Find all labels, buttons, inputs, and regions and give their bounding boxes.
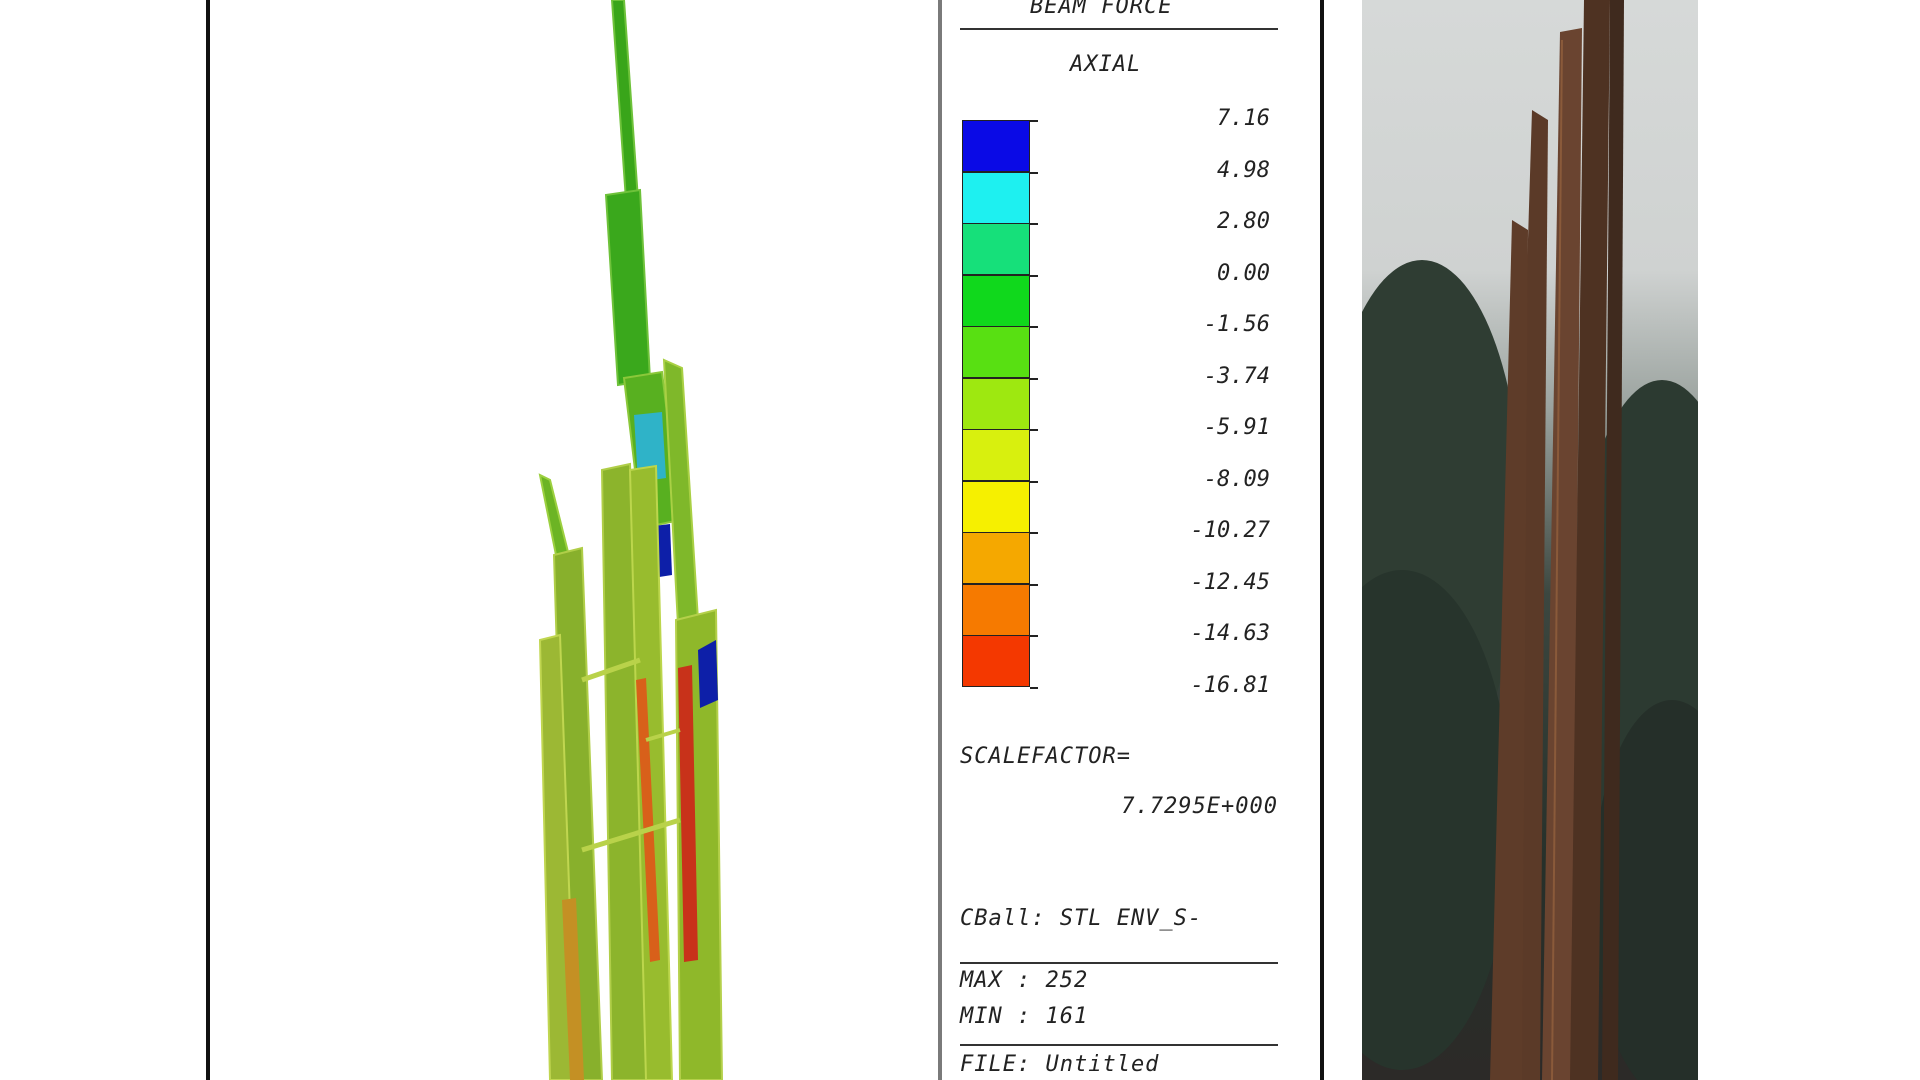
legend-band [962,532,1030,584]
beam-member [628,464,674,1080]
legend-tick [1030,274,1038,277]
tree-foliage [1362,570,1512,1070]
legend-value: 7.16 [1217,106,1270,131]
steel-beam [1542,28,1582,1080]
brace [581,817,681,853]
legend-tick [1030,635,1038,637]
legend-value: -16.81 [1190,672,1270,698]
contour-legend: BEAM FORCE AXIAL 7.16 4.98 2.80 0.00 -1.56 -3… [942,0,1324,1080]
steel-beam [1602,0,1624,1080]
legend-component: AXIAL [1070,52,1142,77]
legend-tick [1030,532,1038,534]
legend-tick [1030,171,1038,174]
legend-band [962,120,1030,172]
file-label: FILE: Untitled [960,1052,1160,1077]
beam-segment-blue [698,640,718,708]
legend-header: BEAM FORCE [1030,0,1173,19]
beam-segment-red [678,665,698,962]
legend-value: -10.27 [1190,518,1270,543]
scalefactor-value: 7.7295E+000 [1121,794,1278,819]
beam-member [610,0,640,201]
max-label: MAX : 252 [960,968,1089,993]
legend-value: -12.45 [1190,569,1270,595]
beam-edge [1551,39,1563,1080]
min-label: MIN : 161 [960,1004,1089,1029]
legend-tick [1030,326,1038,328]
legend-value: 4.98 [1217,157,1270,183]
legend-band [962,635,1030,687]
legend-value: 0.00 [1217,260,1270,286]
legend-value: -14.63 [1190,621,1270,646]
legend-band [962,274,1030,327]
legend-tick [1030,377,1038,380]
brace [645,728,681,742]
legend-band [962,171,1030,224]
legend-tick [1030,480,1038,483]
legend-tick [1030,429,1038,431]
brace [581,657,641,683]
legend-value: -1.56 [1203,312,1270,337]
model-viewport[interactable] [206,0,942,1080]
beam-model-render [538,0,724,1080]
legend-band [962,377,1030,430]
legend-divider [960,1044,1278,1046]
beam-member [600,462,650,1080]
legend-tick [1030,583,1038,586]
beam-segment-orange [636,678,660,962]
sculpture-photo [1362,0,1698,1080]
legend-band [962,480,1030,533]
steel-beam [1570,0,1610,1080]
legend-band [962,429,1030,481]
legend-value: 2.80 [1217,209,1270,234]
legend-tick [1030,120,1038,122]
legend-divider [960,962,1278,964]
legend-tick [1030,223,1038,225]
beam-segment-amber [562,898,584,1080]
legend-divider [960,28,1278,30]
beam-member [604,188,652,387]
legend-tick [1030,686,1038,689]
legend-band [962,326,1030,378]
legend-value: -3.74 [1203,363,1270,389]
photo-illustration [1362,0,1698,1080]
beam-segment-cyan [634,412,666,482]
legend-value: -8.09 [1203,466,1270,492]
steel-beam [1490,220,1528,1080]
cb-label: CBall: STL ENV_S- [960,906,1203,931]
scalefactor-label: SCALEFACTOR= [960,744,1131,769]
legend-value: -5.91 [1203,415,1270,440]
legend-band [962,223,1030,275]
legend-band [962,583,1030,636]
